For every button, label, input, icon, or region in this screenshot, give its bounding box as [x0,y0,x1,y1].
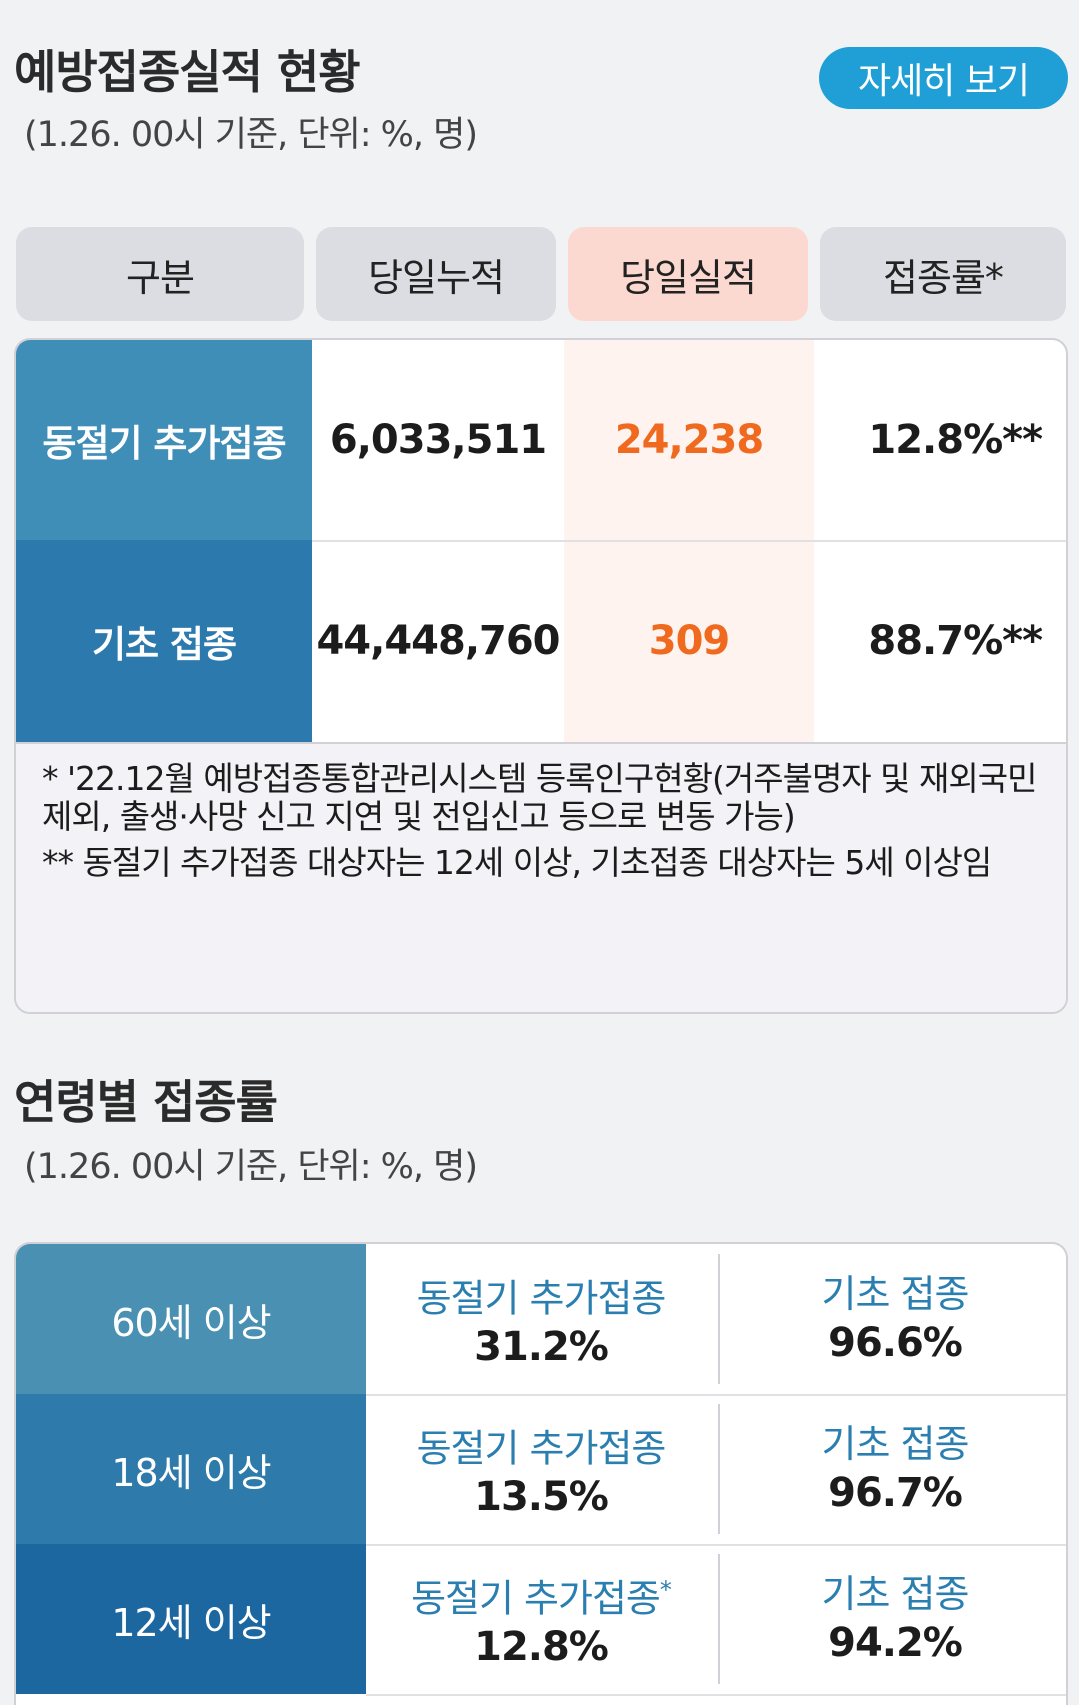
column-header-rate: 접종률* [820,227,1066,321]
booster-value: 13.5% [474,1474,609,1521]
booster-daily: 24,238 [614,417,764,463]
basic-rate: 88.7%** [868,618,1043,664]
section-subtitle-vaccination: (1.26. 00시 기준, 단위: %, 명) [24,115,478,155]
age-60-basic: 기초 접종 96.6% [720,1244,1066,1394]
basic-value: 96.7% [828,1470,963,1516]
row-label-basic: 기초 접종 [16,540,312,742]
column-header-cumulative: 당일누적 [316,227,556,321]
age-rate-table: 60세 이상 동절기 추가접종 31.2% 기초 접종 96.6% 18세 이상… [14,1242,1068,1705]
column-header-category: 구분 [16,227,304,321]
basic-label: 기초 접종 [821,1422,970,1466]
basic-value: 94.2% [828,1620,963,1666]
column-header-daily: 당일실적 [568,227,808,321]
row-divider [366,1394,1066,1396]
booster-cumulative: 6,033,511 [329,417,547,463]
row-label-booster: 동절기 추가접종 [16,340,312,540]
booster-label: 동절기 추가접종* [411,1575,672,1621]
age-label-12: 12세 이상 [16,1544,366,1694]
age-12-basic: 기초 접종 94.2% [720,1544,1066,1694]
basic-label: 기초 접종 [821,1572,970,1616]
section-title-vaccination: 예방접종실적 현황 [14,45,361,99]
age-label-18: 18세 이상 [16,1394,366,1544]
column-divider [718,1254,720,1384]
row-divider [366,1544,1066,1546]
column-divider [718,1554,720,1684]
vaccination-table: 동절기 추가접종 6,033,511 24,238 12.8%** 기초 접종 … [14,338,1068,1014]
detail-view-button[interactable]: 자세히 보기 [819,47,1068,109]
basic-daily: 309 [648,618,731,664]
column-divider [718,1404,720,1534]
age-60-booster: 동절기 추가접종 31.2% [366,1244,716,1394]
section-subtitle-age: (1.26. 00시 기준, 단위: %, 명) [24,1147,478,1187]
age-18-basic: 기초 접종 96.7% [720,1394,1066,1544]
booster-rate: 12.8%** [868,417,1043,463]
basic-value: 96.6% [828,1320,963,1366]
basic-label: 기초 접종 [821,1272,970,1316]
footnote-2: ** 동절기 추가접종 대상자는 12세 이상, 기초접종 대상자는 5세 이상… [42,843,992,882]
footnote-1: * '22.12월 예방접종통합관리시스템 등록인구현황(거주불명자 및 재외국… [42,759,1037,836]
row-divider [366,1694,1066,1696]
booster-value: 12.8% [474,1624,609,1671]
booster-value: 31.2% [474,1324,609,1371]
section-title-age: 연령별 접종률 [14,1075,278,1129]
footnotes: * '22.12월 예방접종통합관리시스템 등록인구현황(거주불명자 및 재외국… [16,742,1066,1012]
age-18-booster: 동절기 추가접종 13.5% [366,1394,716,1544]
basic-cumulative: 44,448,760 [316,618,560,664]
age-label-60: 60세 이상 [16,1244,366,1394]
row-divider [312,540,1066,542]
booster-label: 동절기 추가접종 [416,1426,667,1471]
age-12-booster: 동절기 추가접종* 12.8% [366,1544,716,1694]
booster-label: 동절기 추가접종 [416,1276,667,1321]
